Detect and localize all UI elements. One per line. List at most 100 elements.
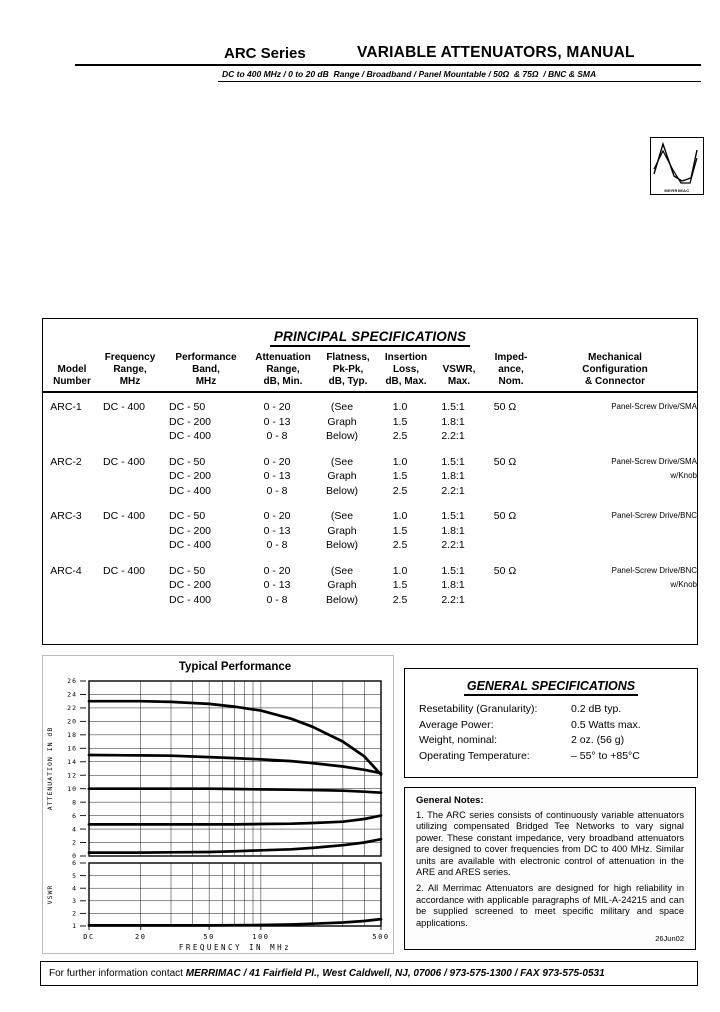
spec-value: 0.5 Watts max. bbox=[571, 718, 641, 731]
spec-cell-impedance: 50 Ω bbox=[493, 455, 517, 468]
header-rule bbox=[75, 64, 701, 66]
svg-text:0: 0 bbox=[72, 852, 77, 860]
spec-value: 2 oz. (56 g) bbox=[571, 734, 625, 746]
spec-label: Weight, nominal: bbox=[419, 734, 498, 746]
spec-table-row: ARC-3 DC - 400 DC - 50 DC - 200 DC - 400 0 - … bbox=[43, 509, 697, 553]
svg-text:22: 22 bbox=[67, 704, 77, 712]
spec-table-title: PRINCIPAL SPECIFICATIONS bbox=[269, 329, 471, 347]
spec-cell-band: DC - 50 DC - 200 DC - 400 bbox=[169, 455, 212, 497]
spec-cell-band: DC - 50 DC - 200 DC - 400 bbox=[169, 564, 212, 606]
spec-label: Average Power: bbox=[419, 718, 494, 731]
svg-text:3: 3 bbox=[72, 897, 77, 905]
spec-value: 0.2 dB typ. bbox=[571, 703, 622, 715]
svg-text:5: 5 bbox=[72, 872, 77, 880]
spec-value: – 55° to +85°C bbox=[571, 749, 640, 762]
spec-cell-atten: 0 - 20 0 - 13 0 - 8 bbox=[263, 455, 291, 497]
svg-text:24: 24 bbox=[67, 691, 77, 699]
spec-cell-flatness: (See Graph Below) bbox=[325, 564, 359, 606]
revision-date: 26Jun02 bbox=[655, 934, 684, 944]
general-specs-items: Resetability (Granularity): 0.2 dB typ. … bbox=[405, 702, 697, 764]
spec-cell-mech: Panel-Screw Drive/BNC w/Knob bbox=[611, 565, 697, 590]
spec-cell-freq: DC - 400 bbox=[102, 455, 145, 468]
spec-cell-band: DC - 50 DC - 200 DC - 400 bbox=[169, 510, 212, 551]
footer-contact: MERRIMAC / 41 Fairfield Pl., West Caldwe… bbox=[185, 968, 605, 979]
spec-column-header: Attenuation Range, dB, Min. bbox=[255, 352, 311, 387]
svg-text:FREQUENCY IN MHz: FREQUENCY IN MHz bbox=[179, 943, 291, 952]
curve-attenuation-setting-10dB bbox=[87, 787, 383, 795]
svg-text:16: 16 bbox=[67, 745, 77, 753]
svg-text:100: 100 bbox=[252, 933, 269, 941]
general-notes-box: General Notes: 1. The ARC series consist… bbox=[404, 787, 696, 950]
svg-text:VSWR: VSWR bbox=[46, 885, 54, 905]
header-subtitle: DC to 400 MHz / 0 to 20 dB Range / Broad… bbox=[222, 69, 597, 79]
spec-cell-flatness: (See Graph Below) bbox=[325, 401, 359, 442]
curve-attenuation-setting-23dB bbox=[87, 699, 383, 776]
spec-cell-vswr: 1.5:1 1.8:1 2.2:1 bbox=[441, 455, 465, 497]
svg-text:20: 20 bbox=[135, 933, 146, 941]
svg-text:4: 4 bbox=[72, 884, 77, 892]
general-specifications-box: GENERAL SPECIFICATIONS Resetability (Gra… bbox=[404, 668, 698, 778]
spec-column-header: Flatness, Pk-Pk, dB, Typ. bbox=[326, 352, 370, 387]
spec-cell-freq: DC - 400 bbox=[102, 510, 145, 522]
spec-cell-atten: 0 - 20 0 - 13 0 - 8 bbox=[263, 564, 291, 606]
svg-text:4: 4 bbox=[72, 825, 77, 833]
footer-contact-bar: For further information contact MERRIMAC… bbox=[40, 961, 698, 986]
general-spec-item: Average Power: 0.5 Watts max. bbox=[419, 718, 683, 734]
spec-column-header: Model Number bbox=[53, 364, 91, 387]
general-note-2: 2. All Merrimac Attenuators are designed… bbox=[416, 883, 684, 928]
spec-cell-flatness: (See Graph Below) bbox=[325, 455, 359, 497]
spec-table-row: ARC-4 DC - 400 DC - 50 DC - 200 DC - 400 0 - … bbox=[43, 564, 697, 608]
svg-text:DC: DC bbox=[83, 933, 94, 941]
spec-cell-impedance: 50 Ω bbox=[493, 510, 517, 522]
spec-table-row: ARC-2 DC - 400 DC - 50 DC - 200 DC - 400 0 - … bbox=[43, 455, 697, 499]
spec-cell-atten: 0 - 20 0 - 13 0 - 8 bbox=[263, 510, 291, 551]
series-title: ARC Series bbox=[224, 45, 306, 62]
curve-minimum-insertion-loss bbox=[87, 837, 383, 854]
spec-table-title-wrap: PRINCIPAL SPECIFICATIONS bbox=[43, 328, 697, 347]
svg-text:50: 50 bbox=[203, 933, 214, 941]
performance-chart-svg: Typical Performance024681012141618202224… bbox=[46, 661, 389, 952]
spec-column-header: Performance Band, MHz bbox=[175, 352, 237, 387]
general-spec-item: Operating Temperature: – 55° to +85°C bbox=[419, 749, 683, 765]
svg-text:500: 500 bbox=[372, 933, 389, 941]
svg-text:ATTENUATION IN dB: ATTENUATION IN dB bbox=[46, 727, 54, 811]
spec-cell-loss: 1.0 1.5 2.5 bbox=[392, 510, 408, 551]
spec-cell-atten: 0 - 20 0 - 13 0 - 8 bbox=[263, 401, 291, 442]
spec-cell-loss: 1.0 1.5 2.5 bbox=[392, 455, 408, 497]
spec-cell-model: ARC-2 bbox=[50, 455, 82, 468]
spec-cell-band: DC - 50 DC - 200 DC - 400 bbox=[169, 401, 212, 442]
spec-cell-model: ARC-3 bbox=[50, 510, 82, 522]
typical-performance-chart: Typical Performance 0 2 4 6 8 10 12 14 16 18 20 22 24… bbox=[42, 655, 394, 954]
svg-text:12: 12 bbox=[67, 771, 77, 779]
principal-specifications-table: PRINCIPAL SPECIFICATIONS Model Number Freq… bbox=[42, 318, 698, 645]
spec-column-header: VSWR, Max. bbox=[442, 364, 476, 387]
svg-text:14: 14 bbox=[67, 758, 77, 766]
curve-attenuation-setting-15dB bbox=[87, 753, 383, 775]
logo-caption: MERRIMAC bbox=[664, 188, 690, 193]
spec-label: Operating Temperature: bbox=[419, 749, 530, 762]
spec-table-row: ARC-1 DC - 400 DC - 50 DC - 200 DC - 400 0 - … bbox=[43, 400, 697, 444]
spec-column-header: Mechanical Configuration & Connector bbox=[582, 352, 648, 387]
svg-text:10: 10 bbox=[67, 785, 77, 793]
general-specs-title: GENERAL SPECIFICATIONS bbox=[463, 679, 639, 696]
spec-cell-freq: DC - 400 bbox=[102, 401, 145, 413]
svg-text:Typical Performance: Typical Performance bbox=[179, 661, 291, 673]
svg-text:26: 26 bbox=[67, 677, 77, 685]
general-notes-title: General Notes: bbox=[416, 795, 484, 806]
merrimac-logo: MERRIMAC bbox=[650, 137, 704, 195]
spec-column-header: Imped-ance, Nom. bbox=[494, 352, 528, 387]
waveform-logo-icon bbox=[653, 141, 698, 184]
spec-cell-model: ARC-4 bbox=[50, 564, 82, 577]
curve-attenuation-setting-5dB bbox=[87, 814, 383, 826]
spec-cell-impedance: 50 Ω bbox=[493, 401, 517, 413]
general-specs-title-wrap: GENERAL SPECIFICATIONS bbox=[405, 677, 697, 696]
svg-text:6: 6 bbox=[72, 812, 77, 820]
spec-header-row: Model Number Frequency Range, MHz Performance… bbox=[43, 352, 697, 393]
footer-prefix: For further information contact bbox=[49, 968, 186, 979]
svg-text:6: 6 bbox=[72, 859, 77, 867]
page-title: VARIABLE ATTENUATORS, MANUAL bbox=[357, 44, 635, 61]
subtitle-rule bbox=[218, 81, 701, 82]
general-spec-item: Resetability (Granularity): 0.2 dB typ. bbox=[419, 702, 683, 718]
spec-cell-vswr: 1.5:1 1.8:1 2.2:1 bbox=[441, 401, 465, 442]
svg-text:18: 18 bbox=[67, 731, 77, 739]
